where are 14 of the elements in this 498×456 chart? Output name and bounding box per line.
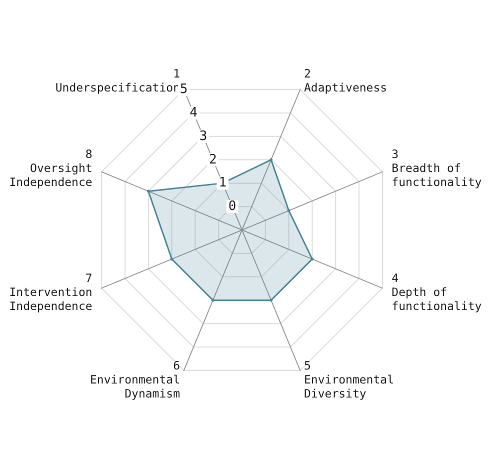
y-tick-label: 3 [199,128,208,144]
y-tick-label: 5 [180,82,188,98]
y-tick-label: 2 [209,152,217,168]
y-tick-label: 4 [190,105,198,120]
spoke-label: 4 Depth of functionality [392,270,482,313]
y-tick-label: 0 [228,199,236,214]
spoke-label: 2 Adaptiveness [304,66,388,94]
spoke-label: 8 Oversight Independence [9,147,92,190]
y-tick-label: 1 [218,176,227,191]
spoke-label: 5 Environmental Diversity [304,358,394,401]
spoke-label: 6 Environmental Dynamism [90,358,180,401]
spoke-label: 1 Underspecification [55,66,180,94]
spoke-label: 7 Intervention Independence [9,270,92,313]
spoke-label: 3 Breadth of functionality [392,147,482,190]
